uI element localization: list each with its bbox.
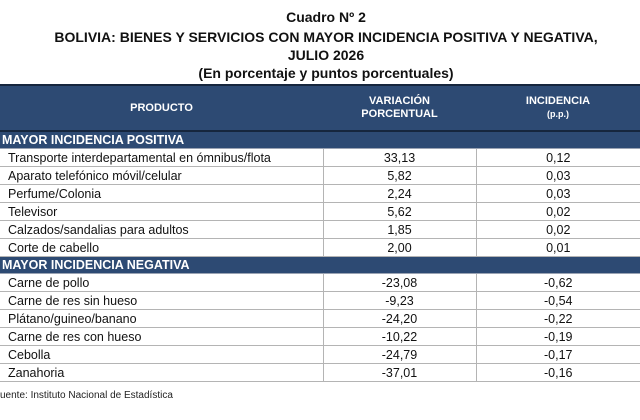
- incidence-cell: -0,22: [476, 309, 640, 328]
- table-row: Perfume/Colonia 2,24 0,03: [0, 184, 640, 203]
- section-positive-row: MAYOR INCIDENCIA POSITIVA: [0, 131, 640, 149]
- variation-cell: -37,01: [323, 363, 477, 382]
- product-cell: Corte de cabello: [0, 238, 324, 257]
- table-header: PRODUCTO VARIACIÓN PORCENTUAL INCIDENCIA…: [0, 84, 640, 132]
- table-row: Carne de res sin hueso -9,23 -0,54: [0, 291, 640, 310]
- variation-cell: -24,79: [323, 345, 477, 364]
- table-row: Transporte interdepartamental en ómnibus…: [0, 148, 640, 167]
- source-note: uente: Instituto Nacional de Estadística: [0, 390, 173, 401]
- variation-cell: 1,85: [323, 220, 477, 239]
- table-period: JULIO 2026: [287, 47, 365, 63]
- incidence-cell: 0,02: [476, 220, 640, 239]
- incidence-cell: -0,19: [476, 327, 640, 346]
- table-row: Plátano/guineo/banano -24,20 -0,22: [0, 309, 640, 328]
- variation-cell: 2,24: [323, 184, 477, 203]
- table-row: Carne de res con hueso -10,22 -0,19: [0, 327, 640, 346]
- table-row: Calzados/sandalias para adultos 1,85 0,02: [0, 220, 640, 239]
- incidence-cell: -0,16: [476, 363, 640, 382]
- variation-cell: -9,23: [323, 291, 477, 310]
- variation-cell: 5,82: [323, 166, 477, 185]
- product-cell: Cebolla: [0, 345, 324, 364]
- table-row: Aparato telefónico móvil/celular 5,82 0,03: [0, 166, 640, 185]
- table-body: MAYOR INCIDENCIA POSITIVA Transporte int…: [0, 131, 640, 382]
- incidence-cell: 0,01: [476, 238, 640, 257]
- incidence-cell: 0,12: [476, 148, 640, 167]
- product-cell: Aparato telefónico móvil/celular: [0, 166, 324, 185]
- table-units: (En porcentaje y puntos porcentuales): [198, 65, 454, 81]
- product-cell: Carne de res sin hueso: [0, 291, 324, 310]
- product-cell: Carne de pollo: [0, 273, 324, 292]
- product-cell: Perfume/Colonia: [0, 184, 324, 203]
- variation-cell: -10,22: [323, 327, 477, 346]
- header-producto: PRODUCTO: [0, 84, 323, 132]
- table-row: Carne de pollo -23,08 -0,62: [0, 273, 640, 292]
- table-row: Televisor 5,62 0,02: [0, 202, 640, 221]
- table-row: Zanahoria -37,01 -0,16: [0, 363, 640, 382]
- variation-cell: 2,00: [323, 238, 477, 257]
- product-cell: Transporte interdepartamental en ómnibus…: [0, 148, 324, 167]
- section-positive-title: MAYOR INCIDENCIA POSITIVA: [0, 131, 640, 149]
- section-negative-title: MAYOR INCIDENCIA NEGATIVA: [0, 256, 640, 274]
- incidence-cell: 0,03: [476, 166, 640, 185]
- incidence-cell: -0,62: [476, 273, 640, 292]
- incidence-cell: -0,54: [476, 291, 640, 310]
- incidence-cell: 0,02: [476, 202, 640, 221]
- table-row: Cebolla -24,79 -0,17: [0, 345, 640, 364]
- table-row: Corte de cabello 2,00 0,01: [0, 238, 640, 257]
- variation-cell: 5,62: [323, 202, 477, 221]
- incidence-cell: -0,17: [476, 345, 640, 364]
- variation-cell: -23,08: [323, 273, 477, 292]
- product-cell: Plátano/guineo/banano: [0, 309, 324, 328]
- product-cell: Carne de res con hueso: [0, 327, 324, 346]
- incidence-cell: 0,03: [476, 184, 640, 203]
- variation-cell: -24,20: [323, 309, 477, 328]
- product-cell: Calzados/sandalias para adultos: [0, 220, 324, 239]
- section-negative-row: MAYOR INCIDENCIA NEGATIVA: [0, 256, 640, 274]
- product-cell: Zanahoria: [0, 363, 324, 382]
- table-number: Cuadro Nº 2: [286, 9, 366, 25]
- incidence-table: PRODUCTO VARIACIÓN PORCENTUAL INCIDENCIA…: [0, 84, 640, 382]
- table-title: BOLIVIA: BIENES Y SERVICIOS CON MAYOR IN…: [54, 29, 598, 45]
- variation-cell: 33,13: [323, 148, 477, 167]
- header-incidencia: INCIDENCIA (p.p.): [476, 84, 640, 132]
- header-variacion: VARIACIÓN PORCENTUAL: [323, 84, 476, 132]
- product-cell: Televisor: [0, 202, 324, 221]
